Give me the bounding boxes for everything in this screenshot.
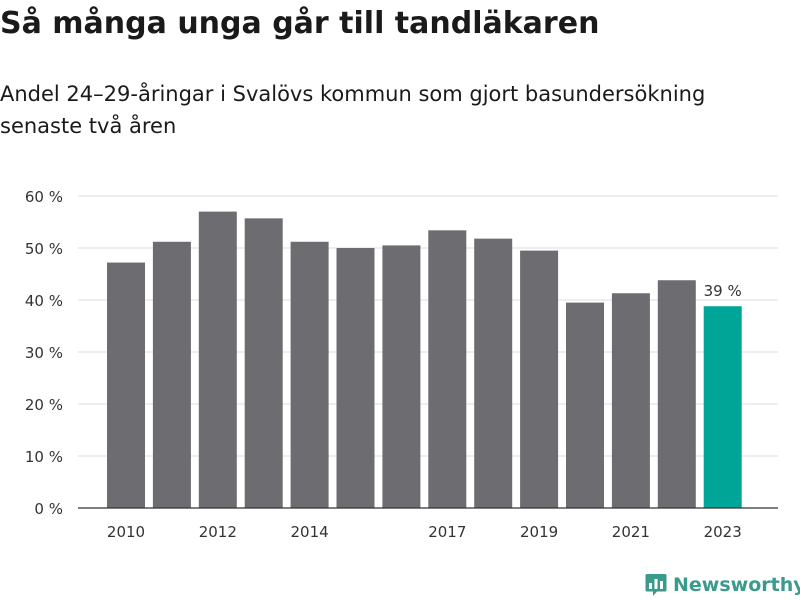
x-tick-label: 2012	[199, 523, 237, 541]
labels: 0 % 10 % 20 % 30 % 40 % 50 % 60 % 2010 2012 2014 2…	[25, 188, 742, 541]
y-tick-label: 0 %	[34, 500, 63, 518]
x-tick-label: 2023	[704, 523, 742, 541]
newsworthy-logo-icon	[645, 574, 667, 596]
bar	[566, 302, 604, 508]
bar	[336, 248, 375, 508]
newsworthy-logo-text: Newsworthy	[673, 574, 800, 596]
data-label: 39 %	[704, 282, 742, 300]
bar	[244, 218, 283, 509]
y-tick-label: 40 %	[25, 292, 63, 310]
y-tick-label: 20 %	[25, 396, 63, 414]
x-tick-label: 2014	[291, 523, 329, 541]
bar-chart: 0 % 10 % 20 % 30 % 40 % 50 % 60 % 2010 2012 2014 2…	[25, 188, 778, 541]
bars	[107, 211, 742, 509]
bar	[382, 245, 421, 508]
x-tick-label: 2021	[612, 523, 650, 541]
y-tick-label: 30 %	[25, 344, 63, 362]
bar	[152, 241, 191, 508]
x-tick-label: 2019	[520, 523, 558, 541]
bar	[290, 241, 329, 508]
bar	[198, 211, 237, 508]
bar	[657, 280, 696, 508]
chart-subtitle: Andel 24–29-åringar i Svalövs kommun som…	[0, 82, 706, 138]
bar-highlight	[703, 306, 742, 508]
x-tick-label: 2010	[107, 523, 145, 541]
bar	[474, 238, 513, 508]
y-tick-label: 60 %	[25, 188, 63, 206]
bar	[520, 250, 559, 508]
bar	[611, 293, 650, 508]
bar	[107, 262, 145, 508]
y-tick-label: 10 %	[25, 448, 63, 466]
x-tick-label: 2017	[428, 523, 466, 541]
y-tick-label: 50 %	[25, 240, 63, 258]
bar	[428, 230, 467, 508]
chart-title: Så många unga går till tandläkaren	[0, 6, 600, 41]
newsworthy-logo: Newsworthy	[645, 570, 800, 600]
